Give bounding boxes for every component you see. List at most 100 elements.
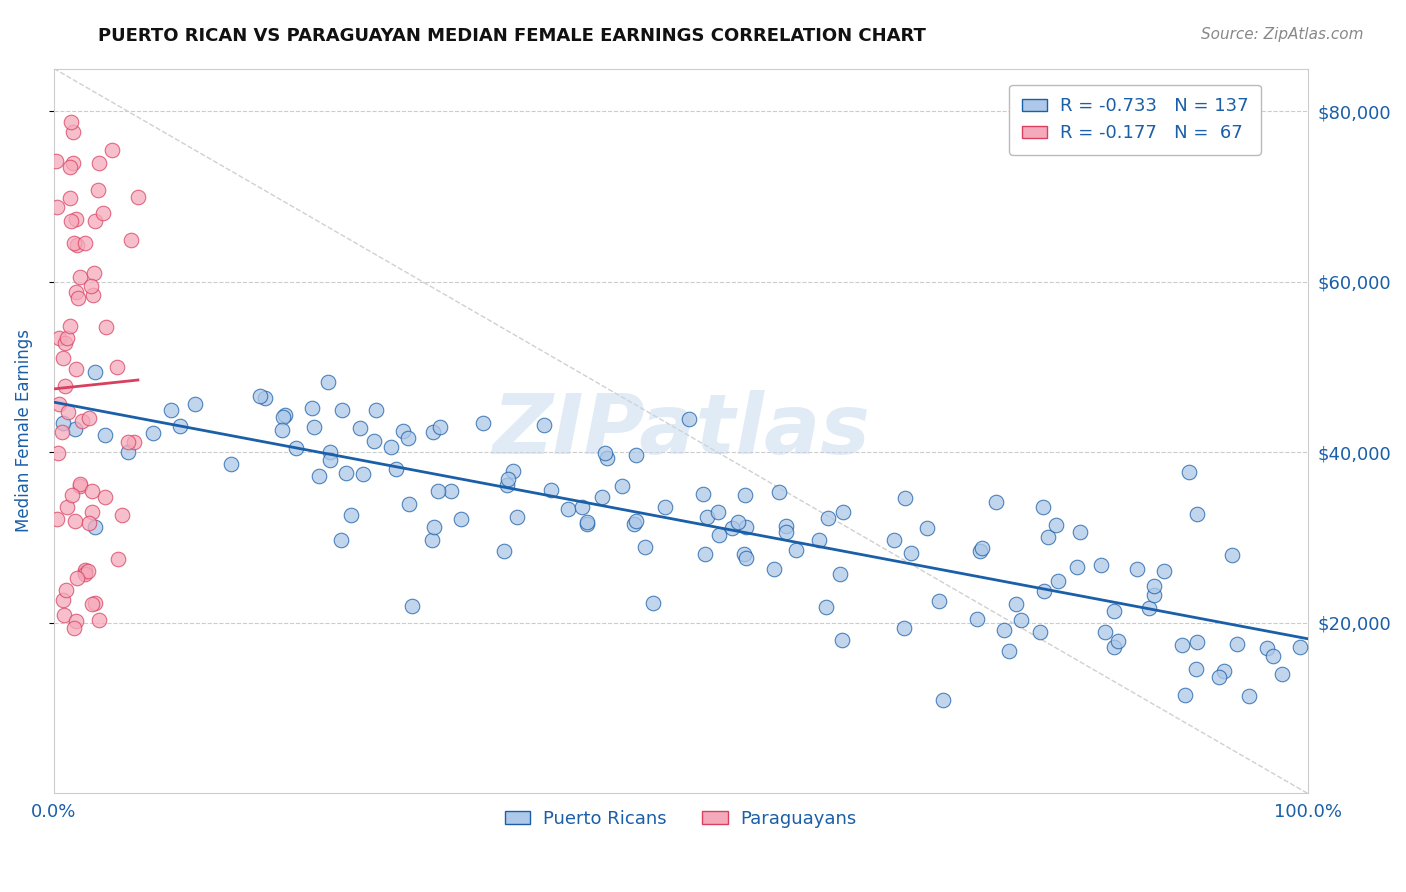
Point	[62, 156, 84, 170]
Point	[986, 495, 1008, 509]
Point	[339, 508, 361, 522]
Point	[127, 189, 149, 203]
Point	[221, 457, 243, 471]
Point	[472, 416, 495, 430]
Point	[1185, 507, 1208, 521]
Point	[380, 440, 402, 454]
Point	[94, 319, 117, 334]
Point	[576, 515, 599, 529]
Point	[972, 541, 994, 556]
Point	[817, 511, 839, 525]
Point	[832, 504, 855, 518]
Point	[624, 514, 647, 528]
Point	[65, 362, 87, 376]
Point	[60, 115, 83, 129]
Point	[384, 462, 406, 476]
Point	[692, 487, 714, 501]
Point	[63, 621, 86, 635]
Point	[107, 552, 129, 566]
Point	[426, 483, 449, 498]
Point	[48, 331, 70, 345]
Point	[1263, 648, 1285, 663]
Text: PUERTO RICAN VS PARAGUAYAN MEDIAN FEMALE EARNINGS CORRELATION CHART: PUERTO RICAN VS PARAGUAYAN MEDIAN FEMALE…	[98, 27, 927, 45]
Point	[1005, 597, 1028, 611]
Point	[59, 161, 82, 175]
Point	[398, 497, 420, 511]
Point	[1038, 530, 1060, 544]
Point	[52, 607, 75, 622]
Point	[329, 533, 352, 548]
Point	[1069, 524, 1091, 539]
Point	[993, 624, 1015, 638]
Point	[1032, 500, 1054, 514]
Point	[75, 567, 97, 582]
Point	[56, 331, 79, 345]
Point	[274, 408, 297, 422]
Point	[1126, 561, 1149, 575]
Point	[66, 291, 89, 305]
Point	[775, 525, 797, 540]
Point	[53, 335, 76, 350]
Point	[422, 425, 444, 439]
Point	[735, 551, 758, 566]
Point	[696, 509, 718, 524]
Point	[533, 418, 555, 433]
Point	[105, 359, 128, 374]
Point	[763, 562, 786, 576]
Point	[53, 378, 76, 392]
Point	[1102, 640, 1125, 654]
Point	[302, 419, 325, 434]
Point	[65, 285, 87, 299]
Point	[422, 533, 444, 547]
Point	[883, 533, 905, 548]
Point	[120, 233, 142, 247]
Point	[249, 389, 271, 403]
Point	[735, 519, 758, 533]
Point	[94, 490, 117, 504]
Point	[73, 563, 96, 577]
Point	[319, 452, 342, 467]
Point	[1029, 624, 1052, 639]
Point	[828, 566, 851, 581]
Point	[65, 614, 87, 628]
Point	[641, 596, 664, 610]
Point	[1107, 634, 1129, 648]
Point	[571, 500, 593, 514]
Point	[1102, 604, 1125, 618]
Point	[169, 418, 191, 433]
Point	[928, 594, 950, 608]
Point	[77, 516, 100, 530]
Point	[1237, 690, 1260, 704]
Point	[46, 445, 69, 459]
Point	[1090, 558, 1112, 572]
Point	[695, 548, 717, 562]
Point	[316, 375, 339, 389]
Point	[494, 543, 516, 558]
Point	[117, 435, 139, 450]
Text: Source: ZipAtlas.com: Source: ZipAtlas.com	[1201, 27, 1364, 42]
Point	[124, 434, 146, 449]
Point	[330, 403, 353, 417]
Point	[634, 540, 657, 554]
Point	[1185, 634, 1208, 648]
Point	[83, 213, 105, 227]
Point	[271, 410, 294, 425]
Point	[401, 599, 423, 614]
Point	[1220, 549, 1243, 563]
Text: ZIPatlas: ZIPatlas	[492, 391, 870, 472]
Point	[52, 416, 75, 430]
Point	[768, 484, 790, 499]
Point	[392, 424, 415, 438]
Point	[396, 431, 419, 445]
Point	[1153, 564, 1175, 578]
Point	[1256, 641, 1278, 656]
Point	[73, 235, 96, 250]
Point	[709, 528, 731, 542]
Point	[932, 692, 955, 706]
Point	[285, 441, 308, 455]
Point	[184, 397, 207, 411]
Point	[94, 427, 117, 442]
Point	[352, 467, 374, 481]
Point	[624, 448, 647, 462]
Point	[87, 156, 110, 170]
